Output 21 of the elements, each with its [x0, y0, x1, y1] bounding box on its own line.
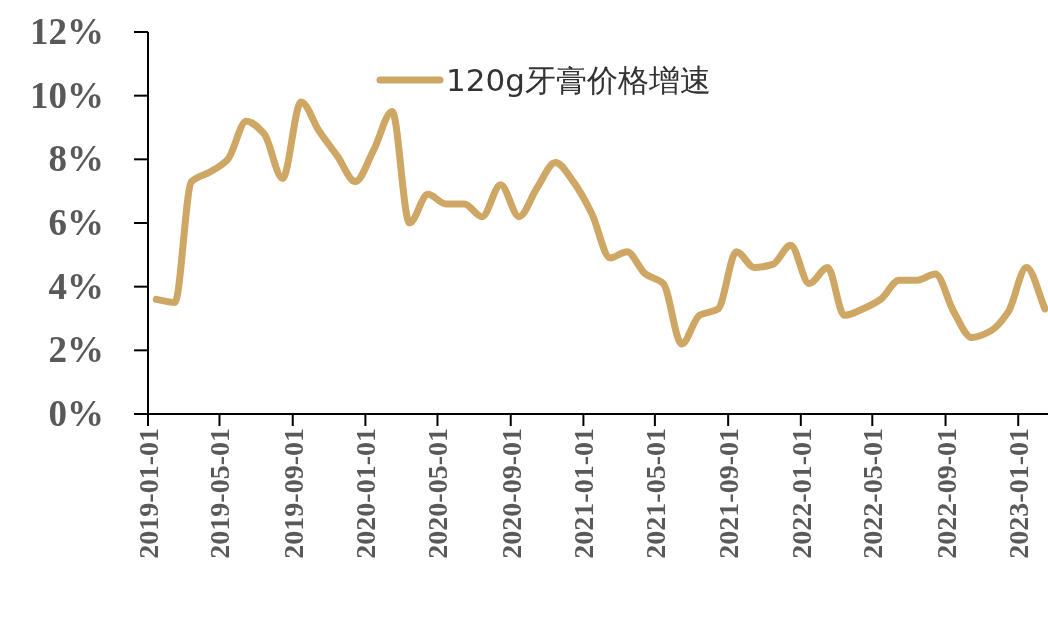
y-tick-label: 0%: [48, 393, 104, 434]
y-tick-label: 4%: [48, 265, 104, 307]
y-tick-label: 2%: [48, 329, 104, 371]
x-tick-label: 2023-01-01: [1003, 428, 1035, 559]
y-tick-label: 10%: [30, 74, 104, 116]
x-tick-label: 2020-09-01: [495, 428, 527, 559]
x-tick-label: 2019-09-01: [277, 428, 309, 559]
x-tick-label: 2020-01-01: [350, 428, 382, 559]
x-tick-label: 2022-09-01: [930, 428, 962, 559]
y-tick-label: 8%: [48, 138, 104, 180]
legend-label: 120g牙膏价格增速: [446, 62, 711, 98]
x-tick-label: 2021-01-01: [568, 428, 600, 559]
x-tick-label: 2019-05-01: [204, 428, 236, 559]
y-tick-label: 6%: [48, 202, 104, 243]
x-tick-label: 2019-01-01: [133, 428, 164, 559]
x-tick-label: 2020-05-01: [422, 428, 454, 559]
x-tick-label: 2021-05-01: [639, 428, 671, 559]
x-tick-label: 2022-01-01: [785, 428, 817, 559]
y-tick-label: 12%: [30, 11, 104, 52]
x-tick-label: 2022-05-01: [857, 428, 889, 559]
x-tick-label: 2021-09-01: [713, 428, 745, 559]
